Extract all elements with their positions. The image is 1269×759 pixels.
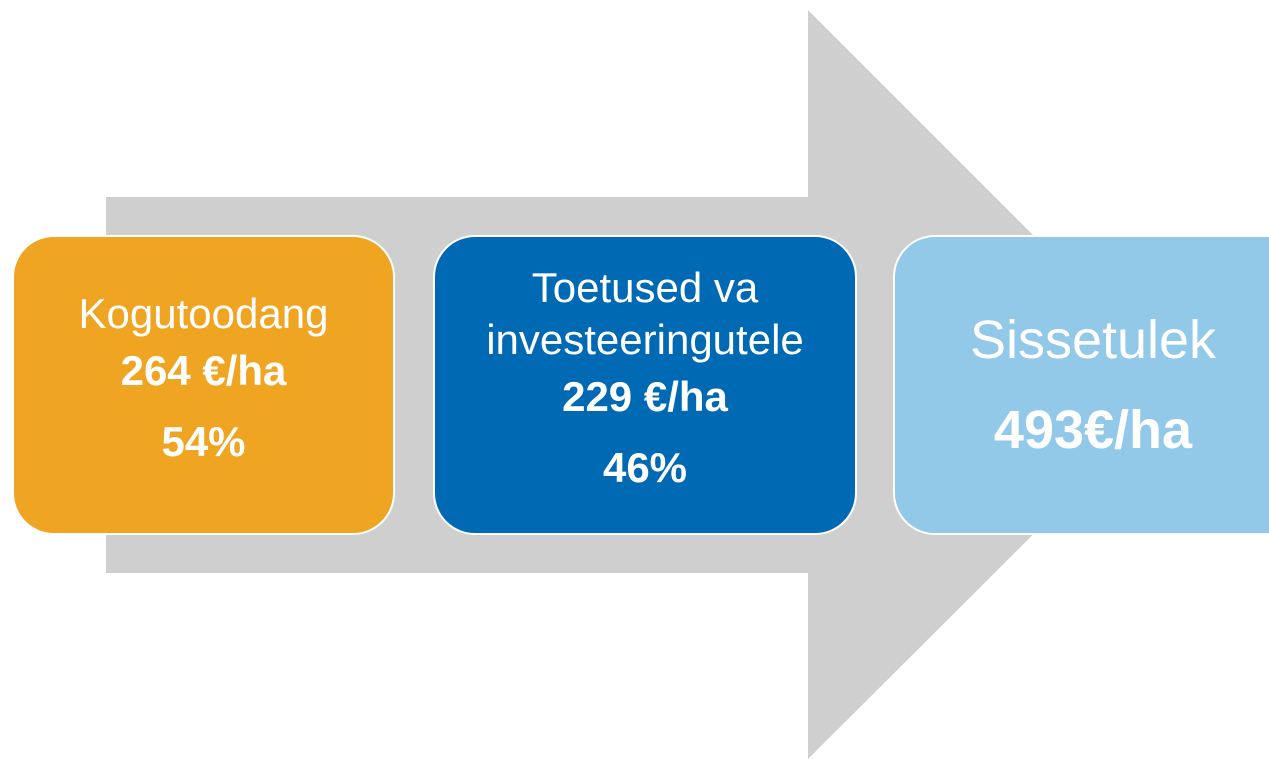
node-label: Kogutoodang — [78, 290, 329, 337]
node-amount: 264 €/ha — [120, 347, 287, 394]
node-amount: 229 €/ha — [562, 373, 728, 420]
node-share: 54% — [161, 418, 246, 465]
node-label: Sissetulek — [969, 310, 1217, 370]
node: Kogutoodang 264 €/ha 54% — [12, 235, 395, 535]
node: Toetused va investeeringutele 229 €/ha 4… — [433, 235, 857, 535]
node: Sissetulek 493€/ha — [893, 235, 1269, 535]
node-label: Toetused va investeeringutele — [486, 264, 804, 363]
node-amount: 493€/ha — [993, 400, 1193, 460]
node-share: 46% — [602, 444, 688, 491]
